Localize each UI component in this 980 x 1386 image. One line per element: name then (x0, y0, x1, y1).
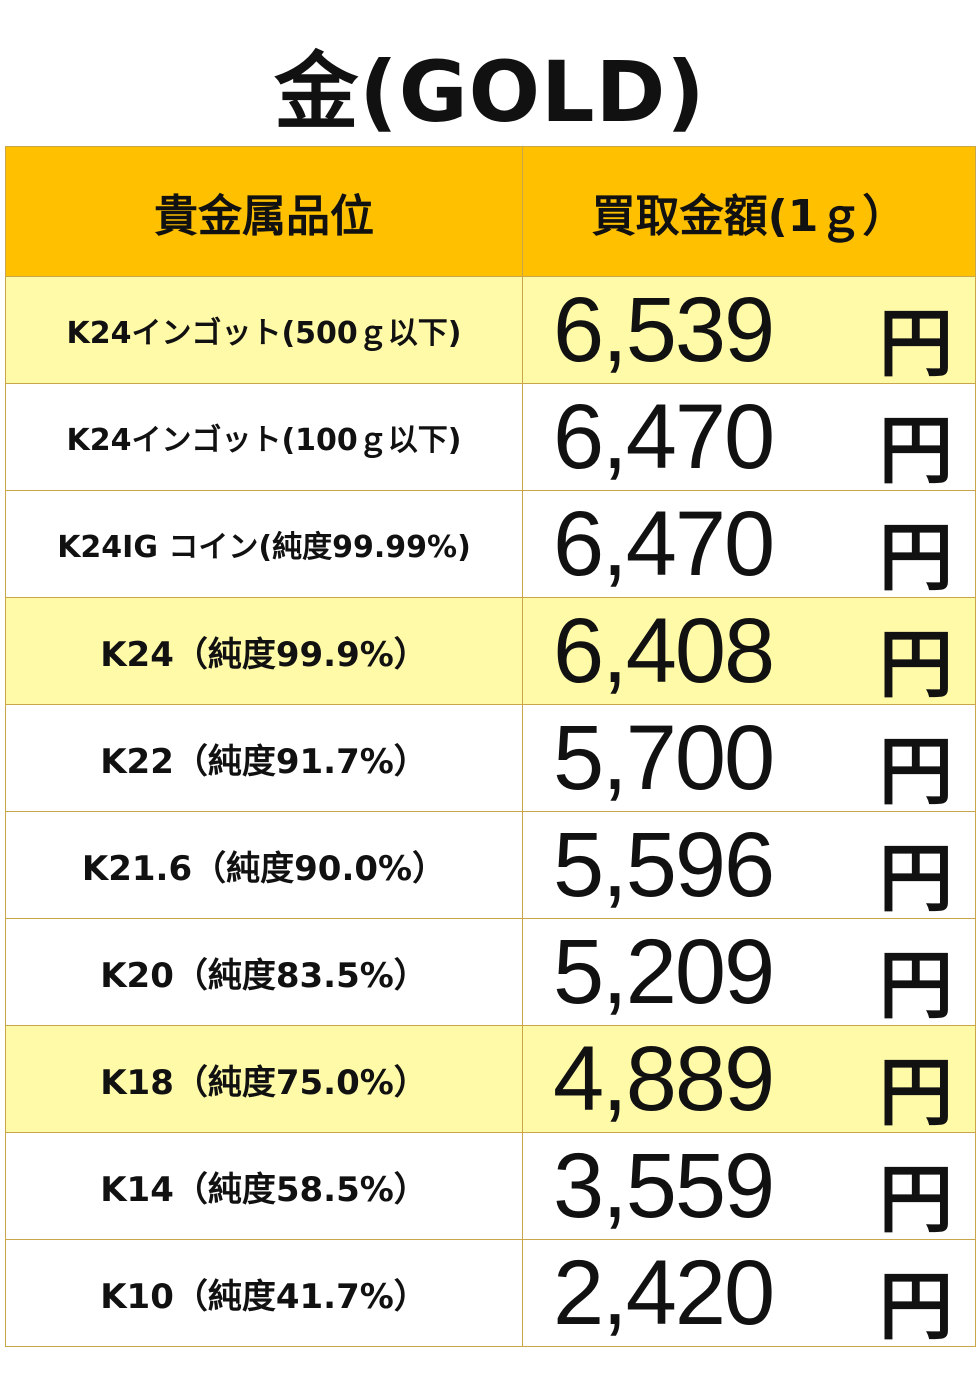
table-row: K22（純度91.7%） 5,700 円 (5, 704, 976, 815)
grade-cell: K21.6（純度90.0%） (5, 811, 523, 919)
price-amount: 5,596 (553, 814, 775, 916)
price-amount: 2,420 (553, 1242, 775, 1344)
table-row: K18（純度75.0%） 4,889 円 (5, 1025, 976, 1136)
table-row: K24インゴット(500ｇ以下) 6,539 円 (5, 276, 976, 387)
price-unit: 円 (879, 622, 953, 708)
price-unit: 円 (879, 1050, 953, 1136)
price-unit: 円 (879, 408, 953, 494)
grade-cell: K18（純度75.0%） (5, 1025, 523, 1133)
header-price: 買取金額(1ｇ） (522, 146, 976, 277)
grade-cell: K24インゴット(500ｇ以下) (5, 276, 523, 384)
price-cell: 5,596 円 (522, 811, 976, 922)
price-amount: 4,889 (553, 1028, 775, 1130)
price-unit: 円 (879, 1264, 953, 1350)
grade-cell: K24IG コイン(純度99.99%) (5, 490, 523, 598)
price-amount: 5,700 (553, 707, 775, 809)
grade-cell: K24（純度99.9%） (5, 597, 523, 705)
grade-cell: K10（純度41.7%） (5, 1239, 523, 1347)
price-unit: 円 (879, 301, 953, 387)
price-amount: 6,408 (553, 600, 775, 702)
grade-cell: K22（純度91.7%） (5, 704, 523, 812)
price-unit: 円 (879, 1157, 953, 1243)
header-grade: 貴金属品位 (5, 146, 523, 277)
price-cell: 6,408 円 (522, 597, 976, 708)
price-cell: 6,470 円 (522, 383, 976, 494)
price-amount: 6,470 (553, 493, 775, 595)
page-title: 金(GOLD) (274, 43, 706, 141)
price-unit: 円 (879, 836, 953, 922)
price-amount: 5,209 (553, 921, 775, 1023)
table-header-row: 貴金属品位 買取金額(1ｇ） (5, 146, 976, 277)
price-amount: 6,470 (553, 386, 775, 488)
grade-cell: K20（純度83.5%） (5, 918, 523, 1026)
price-unit: 円 (879, 515, 953, 601)
grade-cell: K24インゴット(100ｇ以下) (5, 383, 523, 491)
price-cell: 6,470 円 (522, 490, 976, 601)
price-amount: 6,539 (553, 279, 775, 381)
price-cell: 6,539 円 (522, 276, 976, 387)
table-row: K24（純度99.9%） 6,408 円 (5, 597, 976, 708)
price-unit: 円 (879, 729, 953, 815)
price-cell: 5,700 円 (522, 704, 976, 815)
table-row: K21.6（純度90.0%） 5,596 円 (5, 811, 976, 922)
price-unit: 円 (879, 943, 953, 1029)
price-cell: 3,559 円 (522, 1132, 976, 1243)
price-cell: 5,209 円 (522, 918, 976, 1029)
grade-cell: K14（純度58.5%） (5, 1132, 523, 1240)
table-row: K20（純度83.5%） 5,209 円 (5, 918, 976, 1029)
price-cell: 2,420 円 (522, 1239, 976, 1350)
price-amount: 3,559 (553, 1135, 775, 1237)
table-row: K24インゴット(100ｇ以下) 6,470 円 (5, 383, 976, 494)
table-row: K10（純度41.7%） 2,420 円 (5, 1239, 976, 1350)
table-row: K24IG コイン(純度99.99%) 6,470 円 (5, 490, 976, 601)
gold-price-table: 貴金属品位 買取金額(1ｇ） K24インゴット(500ｇ以下) 6,539 円 … (5, 146, 976, 1347)
price-cell: 4,889 円 (522, 1025, 976, 1136)
table-row: K14（純度58.5%） 3,559 円 (5, 1132, 976, 1243)
